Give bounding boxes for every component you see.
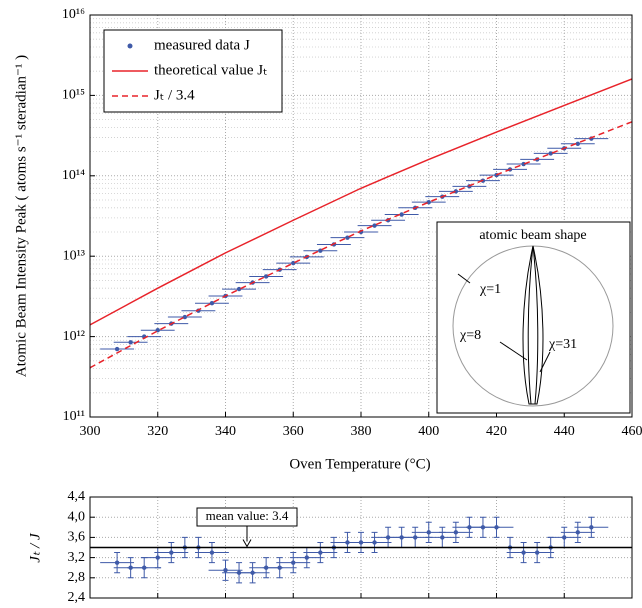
x-tick-label: 320 bbox=[147, 424, 168, 439]
point bbox=[548, 151, 553, 156]
point bbox=[440, 535, 445, 540]
point bbox=[114, 346, 120, 352]
x-tick-label: 440 bbox=[554, 424, 575, 439]
point bbox=[304, 555, 309, 560]
y-tick-label: 2,8 bbox=[68, 570, 86, 585]
point bbox=[291, 560, 296, 565]
y-tick-label: 3,6 bbox=[68, 530, 86, 545]
point bbox=[142, 565, 147, 570]
point bbox=[169, 550, 174, 555]
x-tick-label: 340 bbox=[215, 424, 236, 439]
point bbox=[128, 340, 133, 345]
inset-arrow bbox=[457, 273, 471, 284]
annotation: mean value: 3.4 bbox=[206, 508, 289, 523]
point bbox=[562, 535, 567, 540]
inset-lobe bbox=[527, 245, 539, 405]
y-tick-label: 10¹² bbox=[63, 329, 85, 344]
point bbox=[209, 301, 215, 306]
inset-label: χ=1 bbox=[479, 282, 501, 297]
inset: atomic beam shape χ=1 χ=8 χ=31 bbox=[436, 221, 631, 414]
point bbox=[155, 555, 160, 560]
point bbox=[263, 274, 269, 279]
legend-marker bbox=[127, 43, 133, 49]
x-tick-label: 300 bbox=[80, 424, 101, 439]
point bbox=[399, 212, 404, 217]
point bbox=[277, 565, 282, 570]
y-tick-label: 3,2 bbox=[68, 550, 86, 565]
y-tick-label: 10¹³ bbox=[63, 248, 85, 263]
y-tick-label: 10¹⁵ bbox=[62, 88, 85, 103]
plot-frame bbox=[89, 496, 633, 599]
y-axis-title: Atomic Beam Intensity Peak ( atoms s⁻¹ s… bbox=[13, 55, 29, 377]
point bbox=[453, 530, 459, 535]
point bbox=[318, 248, 323, 253]
y-axis-title: Jₜ / J bbox=[27, 532, 43, 563]
x-tick-label: 460 bbox=[622, 424, 642, 439]
point bbox=[345, 235, 350, 240]
point bbox=[589, 525, 594, 530]
y-tick-label: 2,4 bbox=[68, 590, 86, 605]
point bbox=[453, 189, 459, 194]
inset-arrow bbox=[539, 351, 551, 373]
y-tick-label: 10¹⁶ bbox=[62, 7, 85, 22]
point bbox=[494, 525, 499, 530]
inset-label: χ=31 bbox=[548, 337, 577, 352]
point bbox=[575, 530, 580, 535]
plot-frame bbox=[89, 14, 633, 418]
point bbox=[318, 550, 323, 555]
point bbox=[114, 560, 120, 565]
annotation-arrow bbox=[242, 526, 252, 548]
x-tick-label: 420 bbox=[486, 424, 507, 439]
line bbox=[89, 78, 633, 326]
point bbox=[209, 550, 215, 555]
legend-label: measured data J bbox=[154, 37, 250, 53]
line bbox=[89, 121, 633, 369]
inset-title: atomic beam shape bbox=[479, 228, 586, 243]
point bbox=[250, 570, 255, 575]
point bbox=[426, 530, 431, 535]
x-tick-label: 400 bbox=[418, 424, 439, 439]
x-axis-title: Oven Temperature (°C) bbox=[289, 456, 430, 472]
point bbox=[223, 568, 228, 573]
x-tick-label: 380 bbox=[351, 424, 372, 439]
y-tick-label: 4,4 bbox=[68, 489, 86, 504]
point bbox=[372, 223, 377, 228]
point bbox=[236, 286, 242, 292]
point bbox=[372, 540, 377, 545]
y-tick-label: 10¹⁴ bbox=[62, 168, 85, 183]
point bbox=[182, 314, 188, 320]
legend-label: Jₜ / 3.4 bbox=[154, 87, 195, 103]
legend: measured data J theoretical value Jₜ Jₜ / … bbox=[103, 29, 283, 113]
legend-label: theoretical value Jₜ bbox=[154, 62, 268, 78]
point bbox=[413, 535, 418, 540]
inset-label: χ=8 bbox=[459, 328, 481, 343]
point bbox=[534, 550, 540, 555]
x-tick-label: 360 bbox=[283, 424, 304, 439]
point bbox=[575, 141, 580, 147]
y-tick-label: 10¹¹ bbox=[63, 409, 85, 424]
y-tick-label: 4,0 bbox=[68, 509, 86, 524]
inset-arrow bbox=[499, 341, 528, 361]
